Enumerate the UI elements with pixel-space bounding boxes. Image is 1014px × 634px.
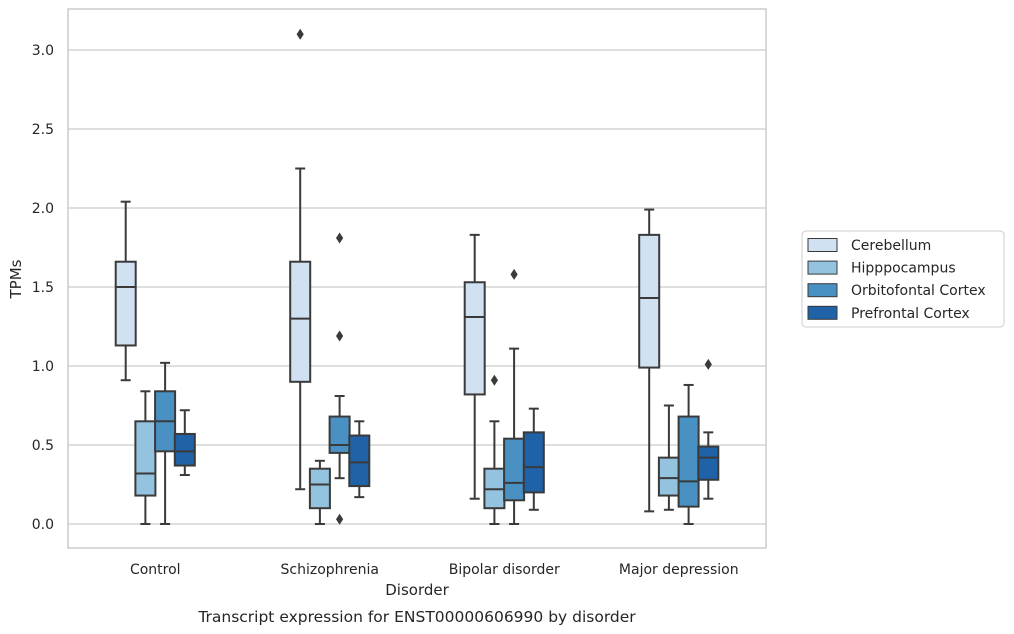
box-iqr [463,281,486,396]
y-tick-label: 3.0 [32,43,54,59]
y-axis-label: TPMs [7,259,25,299]
legend-label: Orbitofontal Cortex [851,283,986,299]
x-tick-label: Major depression [619,562,739,578]
box-cerebellum [638,208,661,513]
legend-frame [801,230,1005,328]
box-cerebellum [289,28,312,491]
y-tick-label: 2.5 [32,122,54,138]
x-tick-label: Schizophrenia [281,562,379,578]
plot-frame [67,8,767,549]
outlier-point [296,28,304,40]
box-hipppocampus [657,404,680,511]
box-orbitofontal-cortex [677,383,700,525]
box-orbitofontal-cortex [328,232,351,525]
box-iqr [173,432,196,467]
x-tick-label: Control [130,562,181,578]
y-tick-label: 1.5 [32,280,54,296]
box-iqr [328,415,351,454]
box-prefrontal-cortex [697,358,720,500]
box-iqr [114,260,137,347]
legend-label: Cerebellum [851,238,931,254]
box-prefrontal-cortex [522,407,545,511]
y-tick-label: 0.5 [32,438,54,454]
box-iqr [134,420,157,497]
box-iqr [503,437,526,502]
box-iqr [657,456,680,497]
legend-swatch [807,305,838,320]
box-prefrontal-cortex [173,409,196,477]
outlier-point [336,513,344,525]
outlier-point [704,358,712,370]
legend-label: Hipppocampus [851,261,956,277]
grid-lines [68,49,766,525]
legend: Cerebellum Hipppocampus Orbitofontal Corte… [801,230,1005,328]
outlier-point [336,232,344,244]
y-tick-label: 1.0 [32,359,54,375]
chart-caption: Transcript expression for ENST0000060699… [197,608,636,626]
box-iqr [289,260,312,383]
legend-swatch [807,283,838,298]
box-hipppocampus [483,374,506,525]
box-iqr [677,415,700,508]
box-hipppocampus [134,390,157,525]
box-orbitofontal-cortex [154,361,177,525]
y-tick-label: 2.0 [32,201,54,217]
legend-swatch [807,260,838,275]
y-axis-ticks: 0.0 0.5 1.0 1.5 2.0 2.5 3.0 [32,43,54,533]
box-cerebellum [463,233,486,500]
x-axis-label: Disorder [385,581,449,599]
box-iqr [308,467,331,510]
box-orbitofontal-cortex [503,268,526,525]
box-iqr [697,445,720,481]
box-prefrontal-cortex [348,420,371,499]
box-groups [114,28,720,525]
box-hipppocampus [308,459,331,525]
x-axis-ticks: Control Schizophrenia Bipolar disorder Majo… [130,562,739,578]
outlier-point [510,268,518,280]
box-iqr [522,431,545,494]
outlier-point [336,330,344,342]
box-cerebellum [114,200,137,382]
legend-label: Prefrontal Cortex [851,306,970,322]
box-iqr [638,233,661,369]
outlier-point [490,374,498,386]
x-tick-label: Bipolar disorder [449,562,560,578]
legend-swatch [807,238,838,252]
box-iqr [348,434,371,488]
y-tick-label: 0.0 [32,517,54,533]
